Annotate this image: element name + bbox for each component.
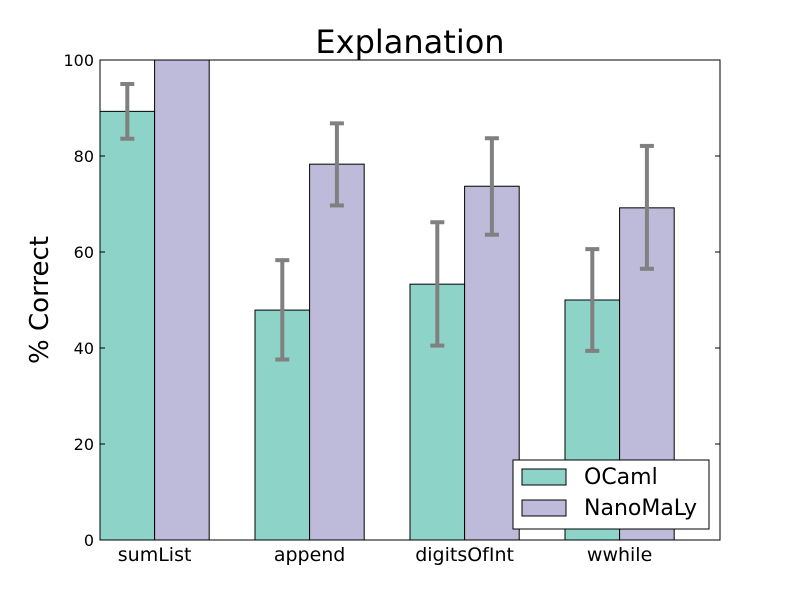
- error-bar-ocaml-sumList: [120, 82, 135, 141]
- y-ticks: 0 20 40 60 80 100: [63, 51, 720, 550]
- bars-layer: [99, 59, 675, 541]
- bar-nanomaly-append: [309, 163, 365, 541]
- bar-nanomaly-digitsOfInt: [464, 185, 520, 541]
- error-bar-ocaml-digitsOfInt: [430, 220, 445, 348]
- bar-nanomaly-sumList: [154, 59, 210, 541]
- x-tick-label: append: [274, 544, 346, 566]
- error-bar-nanomaly-wwhile: [639, 143, 654, 271]
- x-tick-label: digitsOfInt: [415, 544, 514, 566]
- error-bars-layer: [120, 82, 654, 362]
- legend: OCaml NanoMaLy: [512, 459, 710, 530]
- error-bar-nanomaly-digitsOfInt: [484, 136, 499, 237]
- error-bar-ocaml-wwhile: [585, 247, 600, 353]
- error-bar-ocaml-append: [275, 258, 290, 362]
- y-axis-label: % Correct: [25, 236, 55, 364]
- y-tick-label: 0: [84, 531, 94, 550]
- bar-ocaml-sumList: [99, 110, 156, 541]
- y-tick-label: 80: [74, 147, 94, 166]
- y-tick-label: 100: [63, 51, 94, 70]
- x-ticks: sumList append digitsOfInt wwhile: [118, 544, 653, 566]
- legend-label-nanomaly: NanoMaLy: [584, 496, 697, 521]
- y-tick-label: 60: [74, 243, 94, 262]
- y-tick-label: 20: [74, 435, 94, 454]
- chart-title: Explanation: [315, 23, 504, 61]
- plot-frame: [99, 59, 721, 541]
- y-tick-label: 40: [74, 339, 94, 358]
- x-tick-label: wwhile: [587, 544, 652, 566]
- legend-label-ocaml: OCaml: [584, 465, 658, 490]
- error-bar-nanomaly-append: [329, 121, 344, 208]
- x-tick-label: sumList: [118, 544, 192, 566]
- legend-swatch-ocaml: [521, 468, 567, 486]
- legend-swatch-nanomaly: [521, 499, 567, 517]
